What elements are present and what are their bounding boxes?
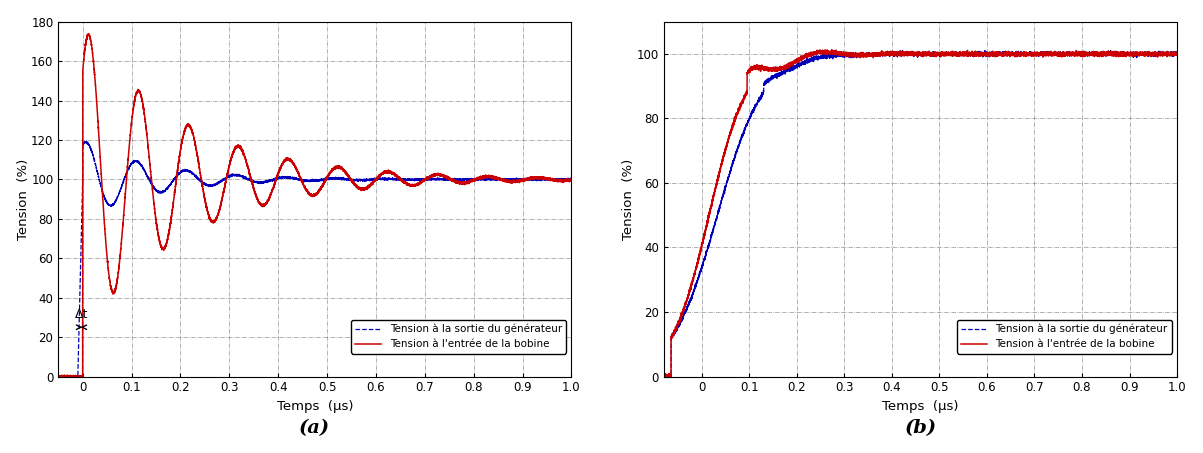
Tension à la sortie du générateur xyxy=(960,51,974,56)
Y-axis label: Tension  (%): Tension (%) xyxy=(17,159,30,240)
Tension à la sortie du générateur xyxy=(1037,52,1051,57)
Tension à l'entrée de la bobine xyxy=(432,172,446,178)
Line: Tension à l'entrée de la bobine: Tension à l'entrée de la bobine xyxy=(58,34,571,378)
X-axis label: Temps  (μs): Temps (μs) xyxy=(277,400,354,413)
Tension à l'entrée de la bobine xyxy=(564,178,579,183)
Tension à l'entrée de la bobine xyxy=(1037,51,1051,56)
Tension à l'entrée de la bobine xyxy=(842,52,857,58)
Line: Tension à l'entrée de la bobine: Tension à l'entrée de la bobine xyxy=(664,50,1177,378)
Tension à l'entrée de la bobine xyxy=(82,31,96,36)
Line: Tension à la sortie du générateur: Tension à la sortie du générateur xyxy=(664,51,1177,379)
Tension à la sortie du générateur xyxy=(842,51,857,57)
Tension à la sortie du générateur xyxy=(1169,53,1184,58)
Tension à la sortie du générateur xyxy=(460,177,474,182)
Tension à l'entrée de la bobine xyxy=(51,374,65,379)
Text: Δt: Δt xyxy=(75,308,88,321)
Tension à l'entrée de la bobine xyxy=(460,180,474,185)
Tension à la sortie du générateur xyxy=(983,53,997,58)
Line: Tension à la sortie du générateur: Tension à la sortie du générateur xyxy=(58,141,571,378)
Tension à l'entrée de la bobine xyxy=(77,54,91,59)
Tension à la sortie du générateur xyxy=(355,178,369,183)
Tension à la sortie du générateur xyxy=(77,140,91,145)
Text: (b): (b) xyxy=(905,419,936,437)
Tension à l'entrée de la bobine xyxy=(983,53,997,58)
Text: (a): (a) xyxy=(300,419,331,437)
Tension à la sortie du générateur xyxy=(378,176,392,182)
Tension à l'entrée de la bobine xyxy=(682,288,697,293)
Tension à l'entrée de la bobine xyxy=(237,151,251,157)
Tension à la sortie du générateur xyxy=(1005,48,1019,53)
Tension à la sortie du générateur xyxy=(1065,52,1079,57)
Tension à la sortie du générateur xyxy=(657,374,671,379)
Legend: Tension à la sortie du générateur, Tension à l'entrée de la bobine: Tension à la sortie du générateur, Tensi… xyxy=(351,319,567,354)
Tension à la sortie du générateur xyxy=(79,138,94,144)
Tension à la sortie du générateur xyxy=(432,177,446,182)
Tension à la sortie du générateur xyxy=(51,373,65,378)
Tension à l'entrée de la bobine xyxy=(55,376,70,381)
Tension à la sortie du générateur xyxy=(682,300,697,305)
Tension à l'entrée de la bobine xyxy=(824,47,838,53)
Tension à la sortie du générateur xyxy=(237,174,251,180)
Tension à l'entrée de la bobine xyxy=(355,188,369,193)
Tension à l'entrée de la bobine xyxy=(1169,53,1184,58)
Tension à l'entrée de la bobine xyxy=(378,169,392,175)
Tension à la sortie du générateur xyxy=(564,176,579,182)
Tension à la sortie du générateur xyxy=(657,376,671,382)
Tension à l'entrée de la bobine xyxy=(658,375,672,381)
X-axis label: Temps  (μs): Temps (μs) xyxy=(882,400,959,413)
Tension à l'entrée de la bobine xyxy=(657,375,671,381)
Tension à l'entrée de la bobine xyxy=(960,52,974,58)
Tension à la sortie du générateur xyxy=(69,375,83,381)
Y-axis label: Tension  (%): Tension (%) xyxy=(622,159,635,240)
Legend: Tension à la sortie du générateur, Tension à l'entrée de la bobine: Tension à la sortie du générateur, Tensi… xyxy=(956,319,1172,354)
Tension à l'entrée de la bobine xyxy=(1065,50,1079,55)
